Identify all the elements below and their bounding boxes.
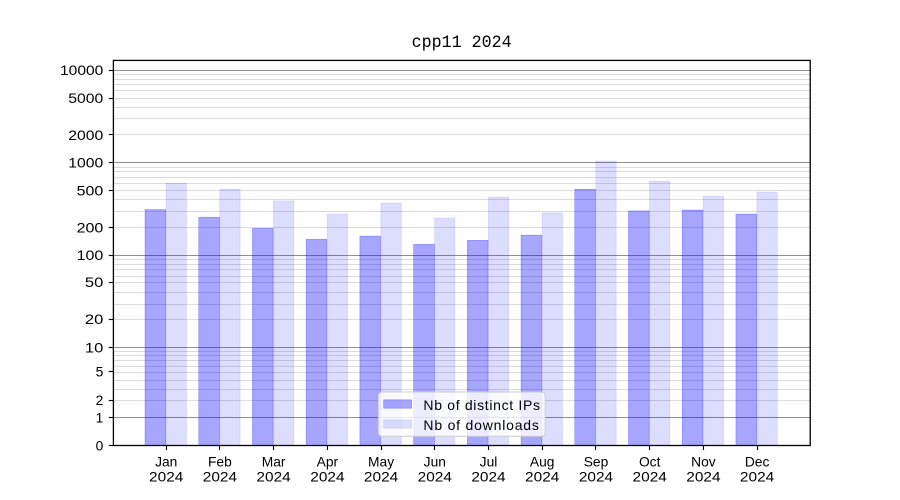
svg-text:1000: 1000: [68, 156, 103, 171]
svg-text:Jun: Jun: [424, 455, 446, 470]
svg-text:2024: 2024: [364, 469, 399, 484]
svg-text:Apr: Apr: [317, 455, 339, 470]
svg-text:Sep: Sep: [584, 455, 609, 470]
svg-text:2024: 2024: [525, 469, 560, 484]
svg-text:Dec: Dec: [745, 455, 770, 470]
svg-text:2024: 2024: [203, 469, 238, 484]
svg-text:Nb of distinct IPs: Nb of distinct IPs: [423, 397, 540, 413]
svg-text:10000: 10000: [60, 63, 104, 78]
svg-text:2024: 2024: [256, 469, 291, 484]
svg-text:5000: 5000: [68, 91, 103, 106]
svg-text:200: 200: [77, 221, 104, 236]
svg-text:2024: 2024: [633, 469, 668, 484]
svg-text:2024: 2024: [471, 469, 506, 484]
svg-text:10: 10: [85, 341, 104, 356]
svg-text:100: 100: [77, 248, 104, 263]
svg-text:Nov: Nov: [691, 455, 716, 470]
svg-text:2: 2: [96, 393, 104, 408]
svg-text:Nb of downloads: Nb of downloads: [423, 417, 539, 433]
svg-text:1: 1: [96, 411, 104, 426]
svg-text:Jan: Jan: [155, 455, 177, 470]
svg-text:2024: 2024: [686, 469, 721, 484]
svg-text:cpp11 2024: cpp11 2024: [412, 33, 512, 53]
svg-text:5: 5: [96, 365, 104, 380]
svg-text:2000: 2000: [68, 128, 103, 143]
svg-text:2024: 2024: [579, 469, 614, 484]
svg-text:2024: 2024: [418, 469, 453, 484]
svg-text:Jul: Jul: [480, 455, 498, 470]
svg-text:50: 50: [85, 275, 104, 290]
svg-text:Oct: Oct: [639, 455, 661, 470]
svg-text:500: 500: [77, 183, 104, 198]
svg-text:0: 0: [96, 438, 104, 453]
svg-text:20: 20: [85, 312, 104, 327]
svg-text:2024: 2024: [310, 469, 345, 484]
svg-text:Mar: Mar: [262, 455, 286, 470]
svg-text:Aug: Aug: [530, 455, 555, 470]
svg-text:May: May: [368, 455, 394, 470]
svg-text:2024: 2024: [740, 469, 775, 484]
svg-text:2024: 2024: [149, 469, 184, 484]
svg-text:Feb: Feb: [208, 455, 232, 470]
